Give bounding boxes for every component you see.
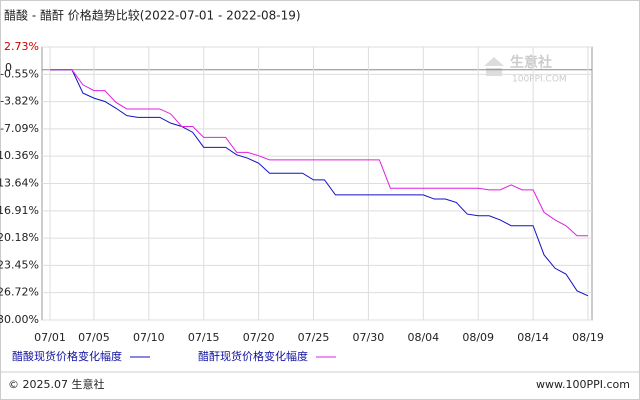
y-tick-label: -26.72% — [0, 286, 39, 299]
x-tick-label: 07/30 — [353, 331, 385, 344]
legend-label: 醋酐现货价格变化幅度 — [198, 349, 308, 363]
watermark-logo — [484, 57, 504, 76]
y-tick-label: -30.00% — [0, 313, 39, 326]
y-tick-label: -16.91% — [0, 204, 39, 217]
y-tick-label: 2.73% — [4, 40, 39, 53]
y-tick-label: -7.09% — [0, 122, 39, 135]
y-tick-label: -0.55% — [0, 67, 39, 80]
x-tick-label: 08/14 — [517, 331, 549, 344]
x-tick-label: 07/05 — [78, 331, 110, 344]
y-tick-label: -10.36% — [0, 149, 39, 162]
watermark-site: 100PPI.COM — [512, 75, 567, 85]
x-tick-label: 07/01 — [34, 331, 66, 344]
legend-label: 醋酸现货价格变化幅度 — [12, 349, 122, 363]
x-tick-label: 07/20 — [243, 331, 275, 344]
y-tick-label: -23.45% — [0, 258, 39, 271]
watermark-name: 生意社 — [510, 54, 552, 71]
y-tick-label: -20.18% — [0, 231, 39, 244]
x-tick-label: 07/25 — [298, 331, 330, 344]
y-tick-label: -13.64% — [0, 177, 39, 190]
x-tick-label: 08/09 — [462, 331, 494, 344]
x-tick-label: 07/10 — [133, 331, 165, 344]
x-tick-label: 07/15 — [188, 331, 220, 344]
zero-label: 0 — [5, 61, 12, 74]
x-tick-label: 08/04 — [407, 331, 439, 344]
series-line — [50, 69, 589, 297]
y-tick-label: -3.82% — [0, 95, 39, 108]
series-line — [50, 69, 588, 237]
footer-right: www.100PPI.com — [536, 378, 630, 391]
footer-left: © 2025.07 生意社 — [8, 377, 104, 391]
chart-title: 醋酸 - 醋酐 价格趋势比较(2022-07-01 - 2022-08-19) — [4, 8, 301, 23]
x-tick-label: 08/19 — [572, 331, 604, 344]
